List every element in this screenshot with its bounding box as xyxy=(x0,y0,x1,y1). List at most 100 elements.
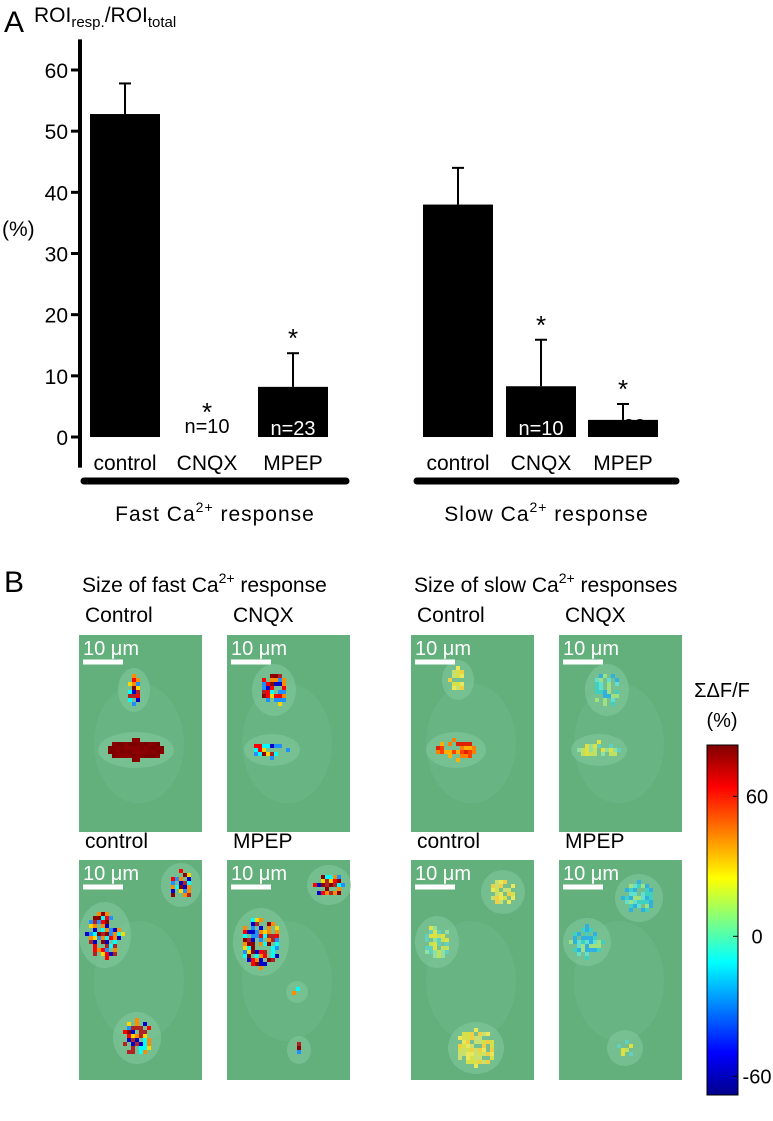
pixel xyxy=(456,674,460,678)
pixel xyxy=(101,924,105,928)
pixel xyxy=(593,752,597,756)
label-part: response xyxy=(547,503,648,526)
pixel xyxy=(456,682,460,686)
pixel xyxy=(445,930,449,934)
pixel xyxy=(109,932,113,936)
pixel xyxy=(429,942,433,946)
pixel xyxy=(251,938,255,942)
pixel xyxy=(581,752,585,756)
pixel xyxy=(595,686,599,690)
pixel xyxy=(136,758,140,762)
pixel xyxy=(135,1018,139,1022)
pixel xyxy=(136,678,140,682)
pixel xyxy=(89,920,93,924)
pixel xyxy=(171,877,175,881)
pixel xyxy=(429,930,433,934)
pixel xyxy=(577,940,581,944)
pixel xyxy=(466,1056,470,1060)
pixel xyxy=(499,896,503,900)
title-sup: 2+ xyxy=(219,570,235,586)
pixel xyxy=(599,682,603,686)
error-bar xyxy=(119,82,131,115)
pixel xyxy=(243,926,247,930)
pixel xyxy=(440,750,444,754)
scale-bar-label: 10 μm xyxy=(415,863,471,885)
pixel xyxy=(243,930,247,934)
pixel xyxy=(599,678,603,682)
pixel xyxy=(101,928,105,932)
pixel xyxy=(278,682,282,686)
pixel xyxy=(615,690,619,694)
pixel xyxy=(152,746,156,750)
pixel xyxy=(573,948,577,952)
pixel xyxy=(112,754,116,758)
significance-star: * xyxy=(536,310,546,340)
pixel xyxy=(259,938,263,942)
pixel xyxy=(621,1048,625,1052)
pixel xyxy=(132,682,136,686)
pixel xyxy=(495,892,499,896)
pixel xyxy=(267,930,271,934)
pixel xyxy=(609,744,613,748)
pixel xyxy=(128,690,132,694)
pixel xyxy=(267,958,271,962)
pixel xyxy=(466,1044,470,1048)
pixel xyxy=(124,750,128,754)
pixel xyxy=(251,930,255,934)
pixel xyxy=(585,940,589,944)
pixel xyxy=(267,926,271,930)
pixel xyxy=(645,904,649,908)
pixel xyxy=(474,1040,478,1044)
pixel xyxy=(171,881,175,885)
pixel xyxy=(255,950,259,954)
pixel xyxy=(266,752,270,756)
pixel xyxy=(251,922,255,926)
pixel xyxy=(482,1044,486,1048)
pixel xyxy=(143,1046,147,1050)
pixel xyxy=(270,682,274,686)
pixel xyxy=(460,746,464,750)
pixel xyxy=(93,932,97,936)
pixel xyxy=(132,686,136,690)
pixel xyxy=(128,750,132,754)
pixel xyxy=(464,746,468,750)
pixel xyxy=(425,934,429,938)
pixel xyxy=(262,752,266,756)
pixel xyxy=(255,934,259,938)
pixel xyxy=(258,752,262,756)
pixel xyxy=(448,678,452,682)
pixel xyxy=(108,750,112,754)
pixel xyxy=(160,746,164,750)
pixel xyxy=(131,1026,135,1030)
pixel xyxy=(136,690,140,694)
pixel xyxy=(267,934,271,938)
pixel xyxy=(317,883,321,887)
pixel xyxy=(179,877,183,881)
pixel xyxy=(262,682,266,686)
pixel xyxy=(329,883,333,887)
pixel xyxy=(113,944,117,948)
pixel xyxy=(601,748,605,752)
pixel xyxy=(617,748,621,752)
error-bar xyxy=(535,338,547,387)
pixel xyxy=(259,942,263,946)
pixel xyxy=(93,916,97,920)
pixel xyxy=(270,678,274,682)
pixel xyxy=(128,742,132,746)
pixel xyxy=(101,916,105,920)
scale-bar-label: 10 μm xyxy=(231,638,287,660)
cell-halo xyxy=(286,981,308,1003)
pixel xyxy=(124,742,128,746)
pixel xyxy=(333,891,337,895)
pixel xyxy=(271,934,275,938)
pixel xyxy=(597,744,601,748)
pixel xyxy=(243,942,247,946)
pixel xyxy=(147,1042,151,1046)
pixel xyxy=(325,875,329,879)
pixel xyxy=(478,1048,482,1052)
pixel xyxy=(325,887,329,891)
title-part: Size of fast Ca xyxy=(82,574,219,597)
pixel xyxy=(581,940,585,944)
pixel xyxy=(275,926,279,930)
pixel xyxy=(97,932,101,936)
